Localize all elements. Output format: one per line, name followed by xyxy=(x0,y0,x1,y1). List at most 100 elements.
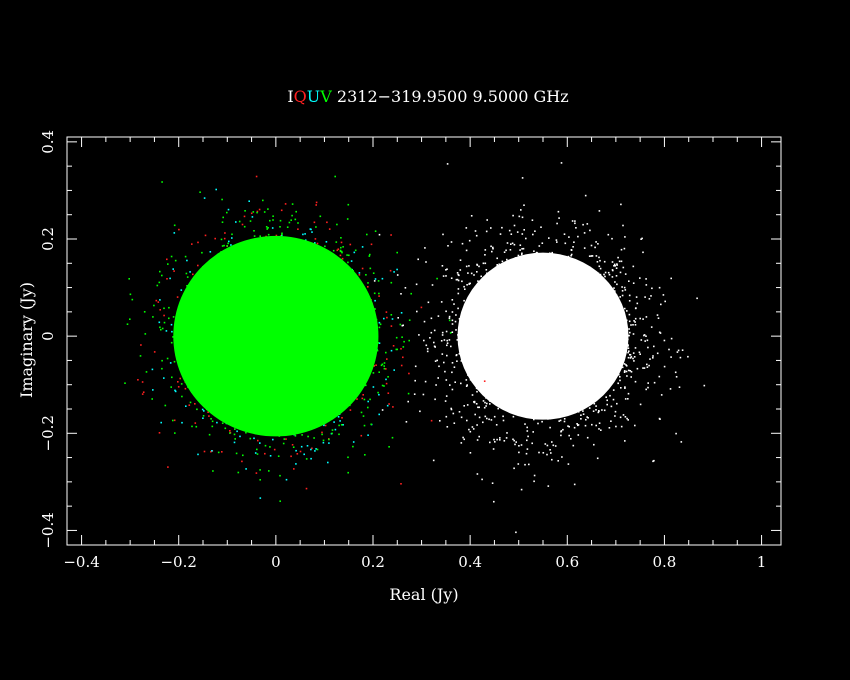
data-point xyxy=(463,405,465,407)
data-point xyxy=(514,407,516,410)
data-point xyxy=(331,429,334,431)
data-point xyxy=(482,283,484,286)
data-point xyxy=(221,258,224,260)
data-point xyxy=(378,371,380,373)
data-point xyxy=(179,377,181,380)
data-point xyxy=(279,244,281,246)
data-point xyxy=(418,334,420,336)
data-point xyxy=(518,445,520,447)
data-point xyxy=(463,299,465,302)
data-point xyxy=(238,220,241,223)
data-point xyxy=(462,335,464,337)
data-point xyxy=(490,419,493,421)
data-point xyxy=(485,230,488,233)
data-point xyxy=(372,328,374,330)
y-tick-label: −0.2 xyxy=(39,415,57,451)
data-point xyxy=(626,375,628,377)
series-i-core xyxy=(457,252,629,420)
data-point xyxy=(596,261,599,263)
data-point xyxy=(519,249,521,251)
data-point xyxy=(484,401,486,404)
data-point xyxy=(622,224,624,227)
data-point xyxy=(239,435,241,438)
data-point xyxy=(449,332,452,334)
data-point xyxy=(474,379,477,381)
data-point xyxy=(532,410,535,412)
data-point xyxy=(161,367,163,370)
data-point xyxy=(217,253,220,255)
data-point xyxy=(322,439,325,442)
data-point xyxy=(473,401,475,403)
data-point xyxy=(542,409,544,411)
data-point xyxy=(561,456,563,458)
data-point xyxy=(434,360,437,362)
data-point xyxy=(476,439,479,441)
data-point xyxy=(313,221,316,224)
data-point xyxy=(575,227,577,229)
data-point xyxy=(310,250,313,252)
data-point xyxy=(471,426,474,428)
data-point xyxy=(552,410,555,413)
data-point xyxy=(163,321,166,324)
data-point xyxy=(358,390,361,392)
data-point xyxy=(439,420,441,422)
data-point xyxy=(486,402,488,405)
data-point xyxy=(230,412,233,414)
data-point xyxy=(544,414,546,417)
data-point xyxy=(336,223,338,226)
data-point xyxy=(584,424,587,427)
data-point xyxy=(224,427,227,430)
data-point xyxy=(482,400,485,402)
data-point xyxy=(447,245,449,247)
data-point xyxy=(465,249,468,252)
data-point xyxy=(621,294,624,297)
data-point xyxy=(555,239,558,241)
data-point xyxy=(360,287,362,290)
data-point xyxy=(436,359,438,362)
data-point xyxy=(304,233,306,235)
data-point xyxy=(611,276,614,278)
data-point xyxy=(224,409,227,412)
data-point xyxy=(501,260,504,263)
data-point xyxy=(598,428,600,430)
data-point xyxy=(365,274,367,276)
data-point xyxy=(211,450,213,452)
data-point xyxy=(531,219,534,221)
data-point xyxy=(563,233,566,235)
data-point xyxy=(166,357,169,360)
data-point xyxy=(239,424,242,427)
data-point xyxy=(196,284,198,287)
data-point xyxy=(267,227,269,229)
data-point xyxy=(158,321,161,324)
data-point xyxy=(210,418,212,420)
data-point xyxy=(356,298,358,300)
data-point xyxy=(434,398,436,401)
data-point xyxy=(206,408,208,410)
data-point xyxy=(370,349,373,351)
data-point xyxy=(241,223,244,226)
data-point xyxy=(544,443,547,445)
data-point xyxy=(610,420,612,422)
data-point xyxy=(258,208,261,211)
data-point xyxy=(319,215,322,218)
data-point xyxy=(356,300,359,303)
data-point xyxy=(188,404,191,406)
data-point xyxy=(332,269,335,271)
data-point xyxy=(552,257,554,259)
data-point xyxy=(592,390,594,393)
data-point xyxy=(422,393,425,396)
data-point xyxy=(603,409,606,412)
data-point xyxy=(414,365,417,368)
data-point xyxy=(588,407,591,409)
data-point xyxy=(293,468,295,470)
data-point xyxy=(518,215,521,218)
data-point xyxy=(598,265,601,268)
data-point xyxy=(624,387,626,389)
data-point xyxy=(459,259,462,261)
data-point xyxy=(626,417,628,420)
data-point xyxy=(173,232,176,234)
data-point xyxy=(484,262,487,265)
data-point xyxy=(653,381,656,384)
data-point xyxy=(360,312,362,314)
data-point xyxy=(228,259,230,262)
